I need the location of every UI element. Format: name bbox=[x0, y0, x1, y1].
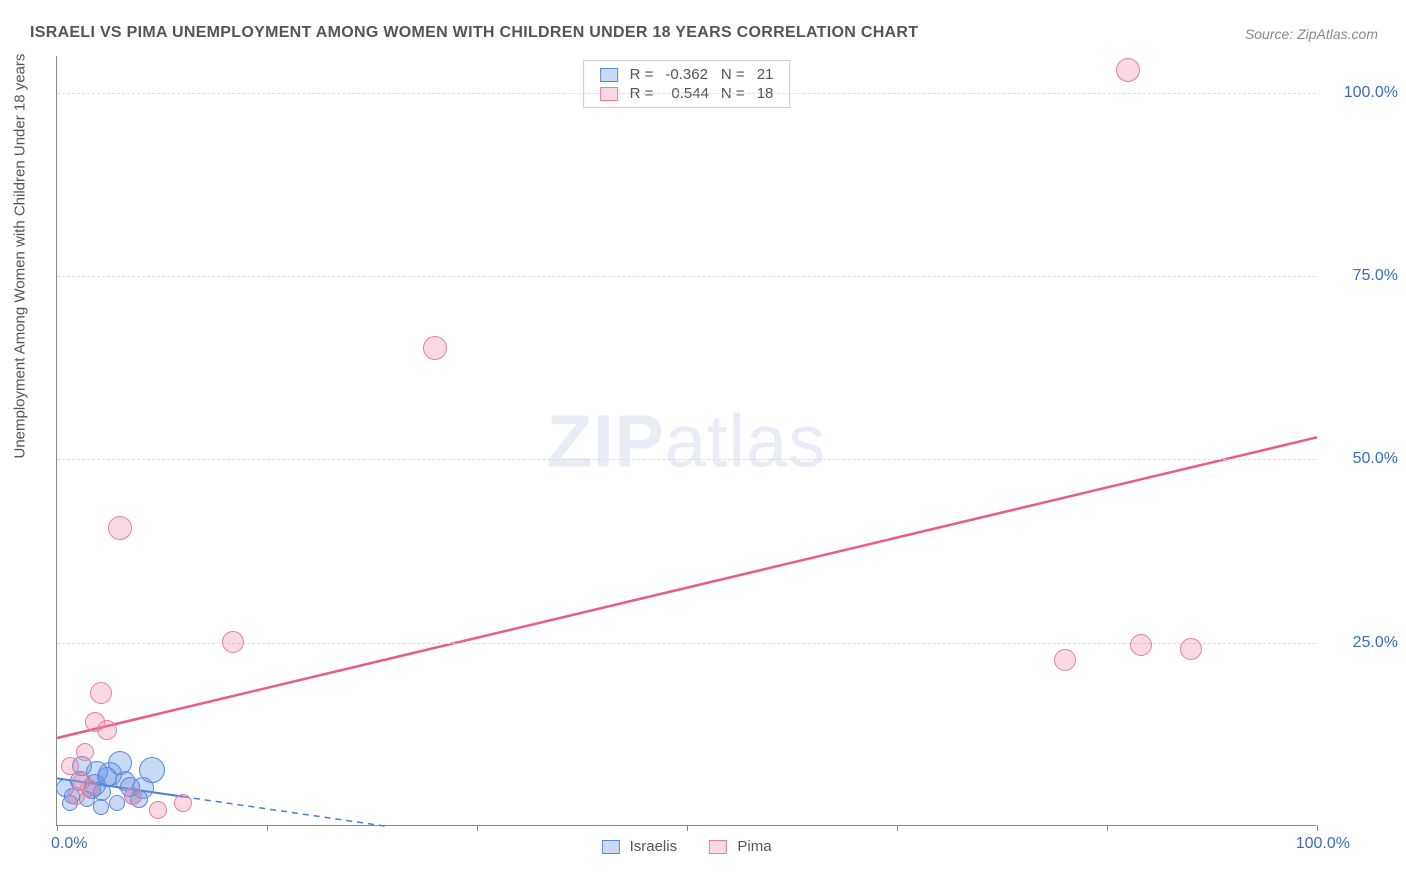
legend-label-pima: Pima bbox=[737, 838, 771, 855]
point-pima bbox=[149, 801, 167, 819]
y-tick-label: 50.0% bbox=[1353, 450, 1398, 468]
swatch-pima-icon bbox=[709, 840, 727, 854]
x-tick bbox=[57, 825, 58, 831]
point-pima bbox=[90, 682, 112, 704]
legend-r-value-israelis: -0.362 bbox=[659, 65, 715, 84]
point-pima bbox=[423, 336, 447, 360]
chart-svg bbox=[57, 56, 1316, 825]
gridline bbox=[57, 459, 1316, 460]
x-tick bbox=[477, 825, 478, 831]
y-tick-label: 100.0% bbox=[1344, 84, 1398, 102]
swatch-israelis-icon bbox=[600, 68, 618, 82]
x-axis-min-label: 0.0% bbox=[51, 835, 87, 853]
point-pima bbox=[61, 757, 79, 775]
gridline bbox=[57, 93, 1316, 94]
legend-label-israelis: Israelis bbox=[630, 838, 678, 855]
x-axis-max-label: 100.0% bbox=[1296, 835, 1350, 853]
point-pima bbox=[174, 794, 192, 812]
trend-line bbox=[57, 437, 1317, 738]
point-pima bbox=[222, 631, 244, 653]
point-pima bbox=[1130, 634, 1152, 656]
legend-r-label: R = bbox=[624, 65, 660, 84]
x-tick bbox=[687, 825, 688, 831]
chart-plot-area: ZIPatlas R = -0.362 N = 21 R = 0.544 N =… bbox=[56, 56, 1316, 826]
gridline bbox=[57, 276, 1316, 277]
legend-row-israelis: R = -0.362 N = 21 bbox=[594, 65, 780, 84]
point-israelis bbox=[93, 799, 109, 815]
legend-n-value-israelis: 21 bbox=[751, 65, 780, 84]
point-pima bbox=[76, 743, 94, 761]
x-tick bbox=[267, 825, 268, 831]
chart-title: ISRAELI VS PIMA UNEMPLOYMENT AMONG WOMEN… bbox=[30, 24, 918, 42]
legend-n-label: N = bbox=[715, 65, 751, 84]
point-pima bbox=[124, 787, 142, 805]
point-pima bbox=[108, 516, 132, 540]
x-tick bbox=[1317, 825, 1318, 831]
swatch-israelis-icon bbox=[601, 840, 619, 854]
swatch-pima-icon bbox=[600, 87, 618, 101]
point-pima bbox=[80, 779, 98, 797]
point-pima bbox=[1054, 649, 1076, 671]
y-tick-label: 25.0% bbox=[1353, 634, 1398, 652]
point-pima bbox=[1116, 58, 1140, 82]
gridline bbox=[57, 643, 1316, 644]
correlation-legend: R = -0.362 N = 21 R = 0.544 N = 18 bbox=[583, 60, 791, 108]
x-tick bbox=[1107, 825, 1108, 831]
y-tick-label: 75.0% bbox=[1353, 267, 1398, 285]
series-legend: Israelis Pima bbox=[587, 838, 785, 855]
trend-line bbox=[183, 797, 385, 826]
point-israelis bbox=[139, 757, 165, 783]
point-pima bbox=[97, 720, 117, 740]
source-label: Source: ZipAtlas.com bbox=[1245, 26, 1378, 42]
point-pima bbox=[1180, 638, 1202, 660]
y-axis-label: Unemployment Among Women with Children U… bbox=[12, 54, 29, 459]
x-tick bbox=[897, 825, 898, 831]
